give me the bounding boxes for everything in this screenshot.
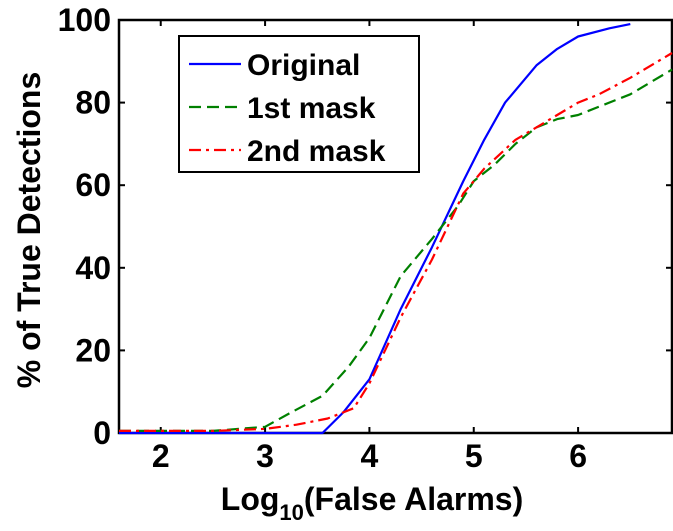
x-axis-label-main: Log bbox=[221, 481, 280, 517]
y-tick-label: 0 bbox=[93, 415, 111, 451]
y-axis-label: % of True Detections bbox=[11, 72, 47, 389]
x-tick-label: 3 bbox=[256, 438, 274, 474]
series-line-2nd-mask bbox=[119, 52, 673, 432]
y-tick-label: 100 bbox=[58, 2, 111, 38]
y-tick-label: 80 bbox=[75, 85, 111, 121]
x-axis-label-subscript: 10 bbox=[279, 500, 303, 525]
legend-label: 2nd mask bbox=[247, 135, 386, 168]
x-tick-label: 4 bbox=[361, 438, 379, 474]
y-tick-label: 60 bbox=[75, 167, 111, 203]
x-axis-label-rest: (False Alarms) bbox=[304, 481, 523, 517]
y-tick-label: 40 bbox=[75, 250, 111, 286]
y-tick-label: 20 bbox=[75, 332, 111, 368]
legend-label: 1st mask bbox=[247, 92, 376, 125]
x-axis-label: Log10(False Alarms) bbox=[221, 481, 523, 525]
x-tick-label: 6 bbox=[569, 438, 587, 474]
x-tick-label: 2 bbox=[152, 438, 170, 474]
series-line-1st-mask bbox=[119, 68, 673, 432]
series-lines bbox=[119, 23, 673, 435]
series-line-original bbox=[119, 23, 631, 435]
legend-label: Original bbox=[247, 49, 360, 82]
legend: Original 1st mask 2nd mask bbox=[178, 35, 420, 173]
x-tick-label: 5 bbox=[465, 438, 483, 474]
